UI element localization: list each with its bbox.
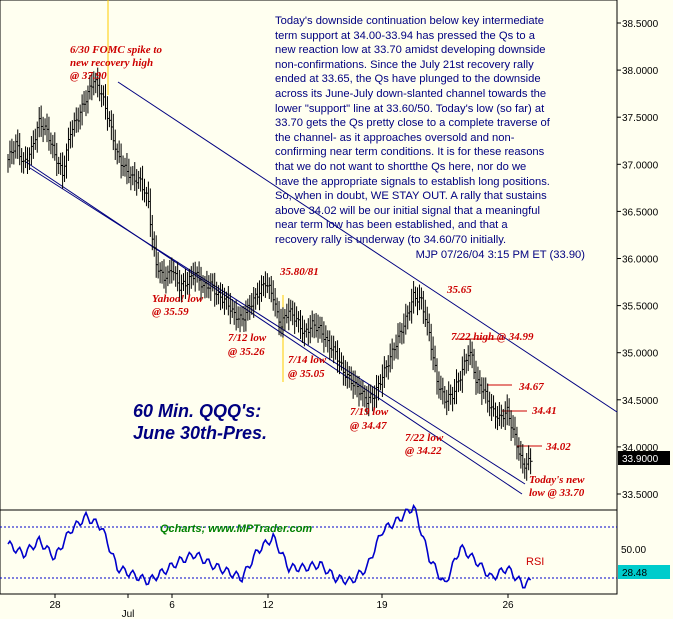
commentary-line: lower "support" line at 33.60/50. Today'… bbox=[275, 102, 545, 115]
chart-title-line-2: June 30th-Pres. bbox=[133, 423, 268, 443]
commentary-line: that we do not want to shortthe Qs here,… bbox=[275, 160, 527, 173]
price-axis: 38.5000 38.0000 37.5000 37.0000 36.5000 36.00… bbox=[617, 19, 659, 501]
channel-lower-line bbox=[25, 161, 523, 495]
time-tick-label: 12 bbox=[262, 600, 274, 611]
annotation-today-2: low @ 33.70 bbox=[529, 487, 585, 499]
price-tick-label: 36.0000 bbox=[622, 255, 659, 266]
source-credit: Qcharts; www.MPTrader.com bbox=[160, 523, 313, 535]
commentary-line: across its June-July down-slanted channe… bbox=[275, 87, 547, 100]
annotation-jul22-high: 7/22 high @ 34.99 bbox=[451, 331, 534, 343]
annotation-34-41: 34.41 bbox=[531, 405, 557, 417]
commentary-line: term support at 34.00-33.94 has pressed … bbox=[275, 29, 535, 42]
price-tick-label: 37.5000 bbox=[622, 113, 659, 124]
annotation-34-67: 34.67 bbox=[518, 381, 544, 393]
commentary-line: the channel- as it approaches oversold a… bbox=[275, 131, 515, 144]
time-axis: 28 Jul 6 12 19 26 bbox=[49, 594, 514, 619]
price-tick-label: 34.0000 bbox=[622, 443, 659, 454]
annotations: 6/30 FOMC spike to new recovery high @ 3… bbox=[70, 44, 585, 499]
price-tick-label: 38.5000 bbox=[622, 19, 659, 30]
price-tick-label: 33.5000 bbox=[622, 490, 659, 501]
commentary-line: ended at 33.65, the Qs have plunged to t… bbox=[275, 73, 541, 86]
price-tick-label: 35.0000 bbox=[622, 349, 659, 360]
annotation-jul12-2: @ 35.26 bbox=[228, 346, 265, 358]
commentary-signature: MJP 07/26/04 3:15 PM ET (33.90) bbox=[415, 248, 585, 261]
price-tick-label: 37.0000 bbox=[622, 160, 659, 171]
commentary-line: have the appropriate signals to establis… bbox=[275, 175, 550, 188]
rsi-label: RSI bbox=[526, 556, 544, 568]
annotation-jul19-1: 7/19 low bbox=[350, 406, 389, 418]
price-tick-label: 35.5000 bbox=[622, 302, 659, 313]
time-tick-label: 19 bbox=[376, 600, 388, 611]
annotation-yahoo-2: @ 35.59 bbox=[152, 306, 189, 318]
ohlc-bars bbox=[7, 67, 533, 481]
commentary-line: above 34.02 will be our initial signal t… bbox=[275, 204, 540, 217]
chart-title-line-1: 60 Min. QQQ's: bbox=[133, 401, 262, 421]
time-tick-label: 26 bbox=[502, 600, 514, 611]
annotation-34-02: 34.02 bbox=[545, 441, 571, 453]
annotation-fomc-3: @ 37.90 bbox=[70, 70, 107, 82]
annotation-jul19-2: @ 34.47 bbox=[350, 420, 387, 432]
annotation-yahoo-1: Yahoo! low bbox=[152, 293, 204, 305]
rsi-value-box bbox=[618, 565, 670, 579]
rsi-50-tick: 50.00 bbox=[621, 545, 646, 556]
annotation-fomc-2: new recovery high bbox=[70, 57, 153, 69]
price-tick-label: 36.5000 bbox=[622, 207, 659, 218]
commentary-line: 33.70 gets the Qs pretty close to a comp… bbox=[275, 117, 550, 130]
time-tick-label: 6 bbox=[169, 600, 175, 611]
commentary-line: non-confirmations. Since the July 21st r… bbox=[275, 58, 534, 71]
time-tick-label: Jul bbox=[122, 609, 135, 619]
annotation-jul22-low-1: 7/22 low bbox=[405, 432, 444, 444]
annotation-today-1: Today's new bbox=[529, 474, 585, 486]
annotation-fomc-1: 6/30 FOMC spike to bbox=[70, 44, 162, 56]
channel-upper-line bbox=[117, 81, 618, 413]
rsi-line bbox=[7, 503, 532, 589]
annotation-jul14-2: @ 35.05 bbox=[288, 368, 325, 380]
last-price-box bbox=[618, 451, 670, 465]
price-tick-label: 38.0000 bbox=[622, 66, 659, 77]
time-tick-label: 28 bbox=[49, 600, 61, 611]
commentary-line: So, when in doubt, WE STAY OUT. A rally … bbox=[275, 190, 547, 203]
last-price-label: 33.9000 bbox=[622, 454, 659, 465]
commentary-line: Today's downside continuation below key … bbox=[275, 15, 544, 27]
commentary-line: confirming near term conditions. It is f… bbox=[275, 146, 545, 159]
chart-title: 60 Min. QQQ's: June 30th-Pres. bbox=[133, 400, 267, 444]
price-tick-label: 34.5000 bbox=[622, 396, 659, 407]
channel-lower-line-2 bbox=[29, 167, 526, 485]
annotation-jul12-1: 7/12 low bbox=[228, 332, 267, 344]
rsi-value-label: 28.48 bbox=[622, 568, 647, 579]
annotation-jul14-1: 7/14 low bbox=[288, 354, 327, 366]
commentary-line: recovery rally is underway (to 34.60/70 … bbox=[275, 233, 507, 246]
annotation-35-80: 35.80/81 bbox=[279, 266, 319, 278]
commentary-line: new reaction low at 33.70 amidst develop… bbox=[275, 44, 546, 57]
annotation-35-65: 35.65 bbox=[446, 284, 472, 296]
annotation-jul22-low-2: @ 34.22 bbox=[405, 445, 442, 457]
commentary-text: Today's downside continuation below key … bbox=[275, 14, 593, 262]
commentary-line: near term low has been established, and … bbox=[275, 219, 508, 232]
ohlc-bar bbox=[530, 448, 533, 475]
